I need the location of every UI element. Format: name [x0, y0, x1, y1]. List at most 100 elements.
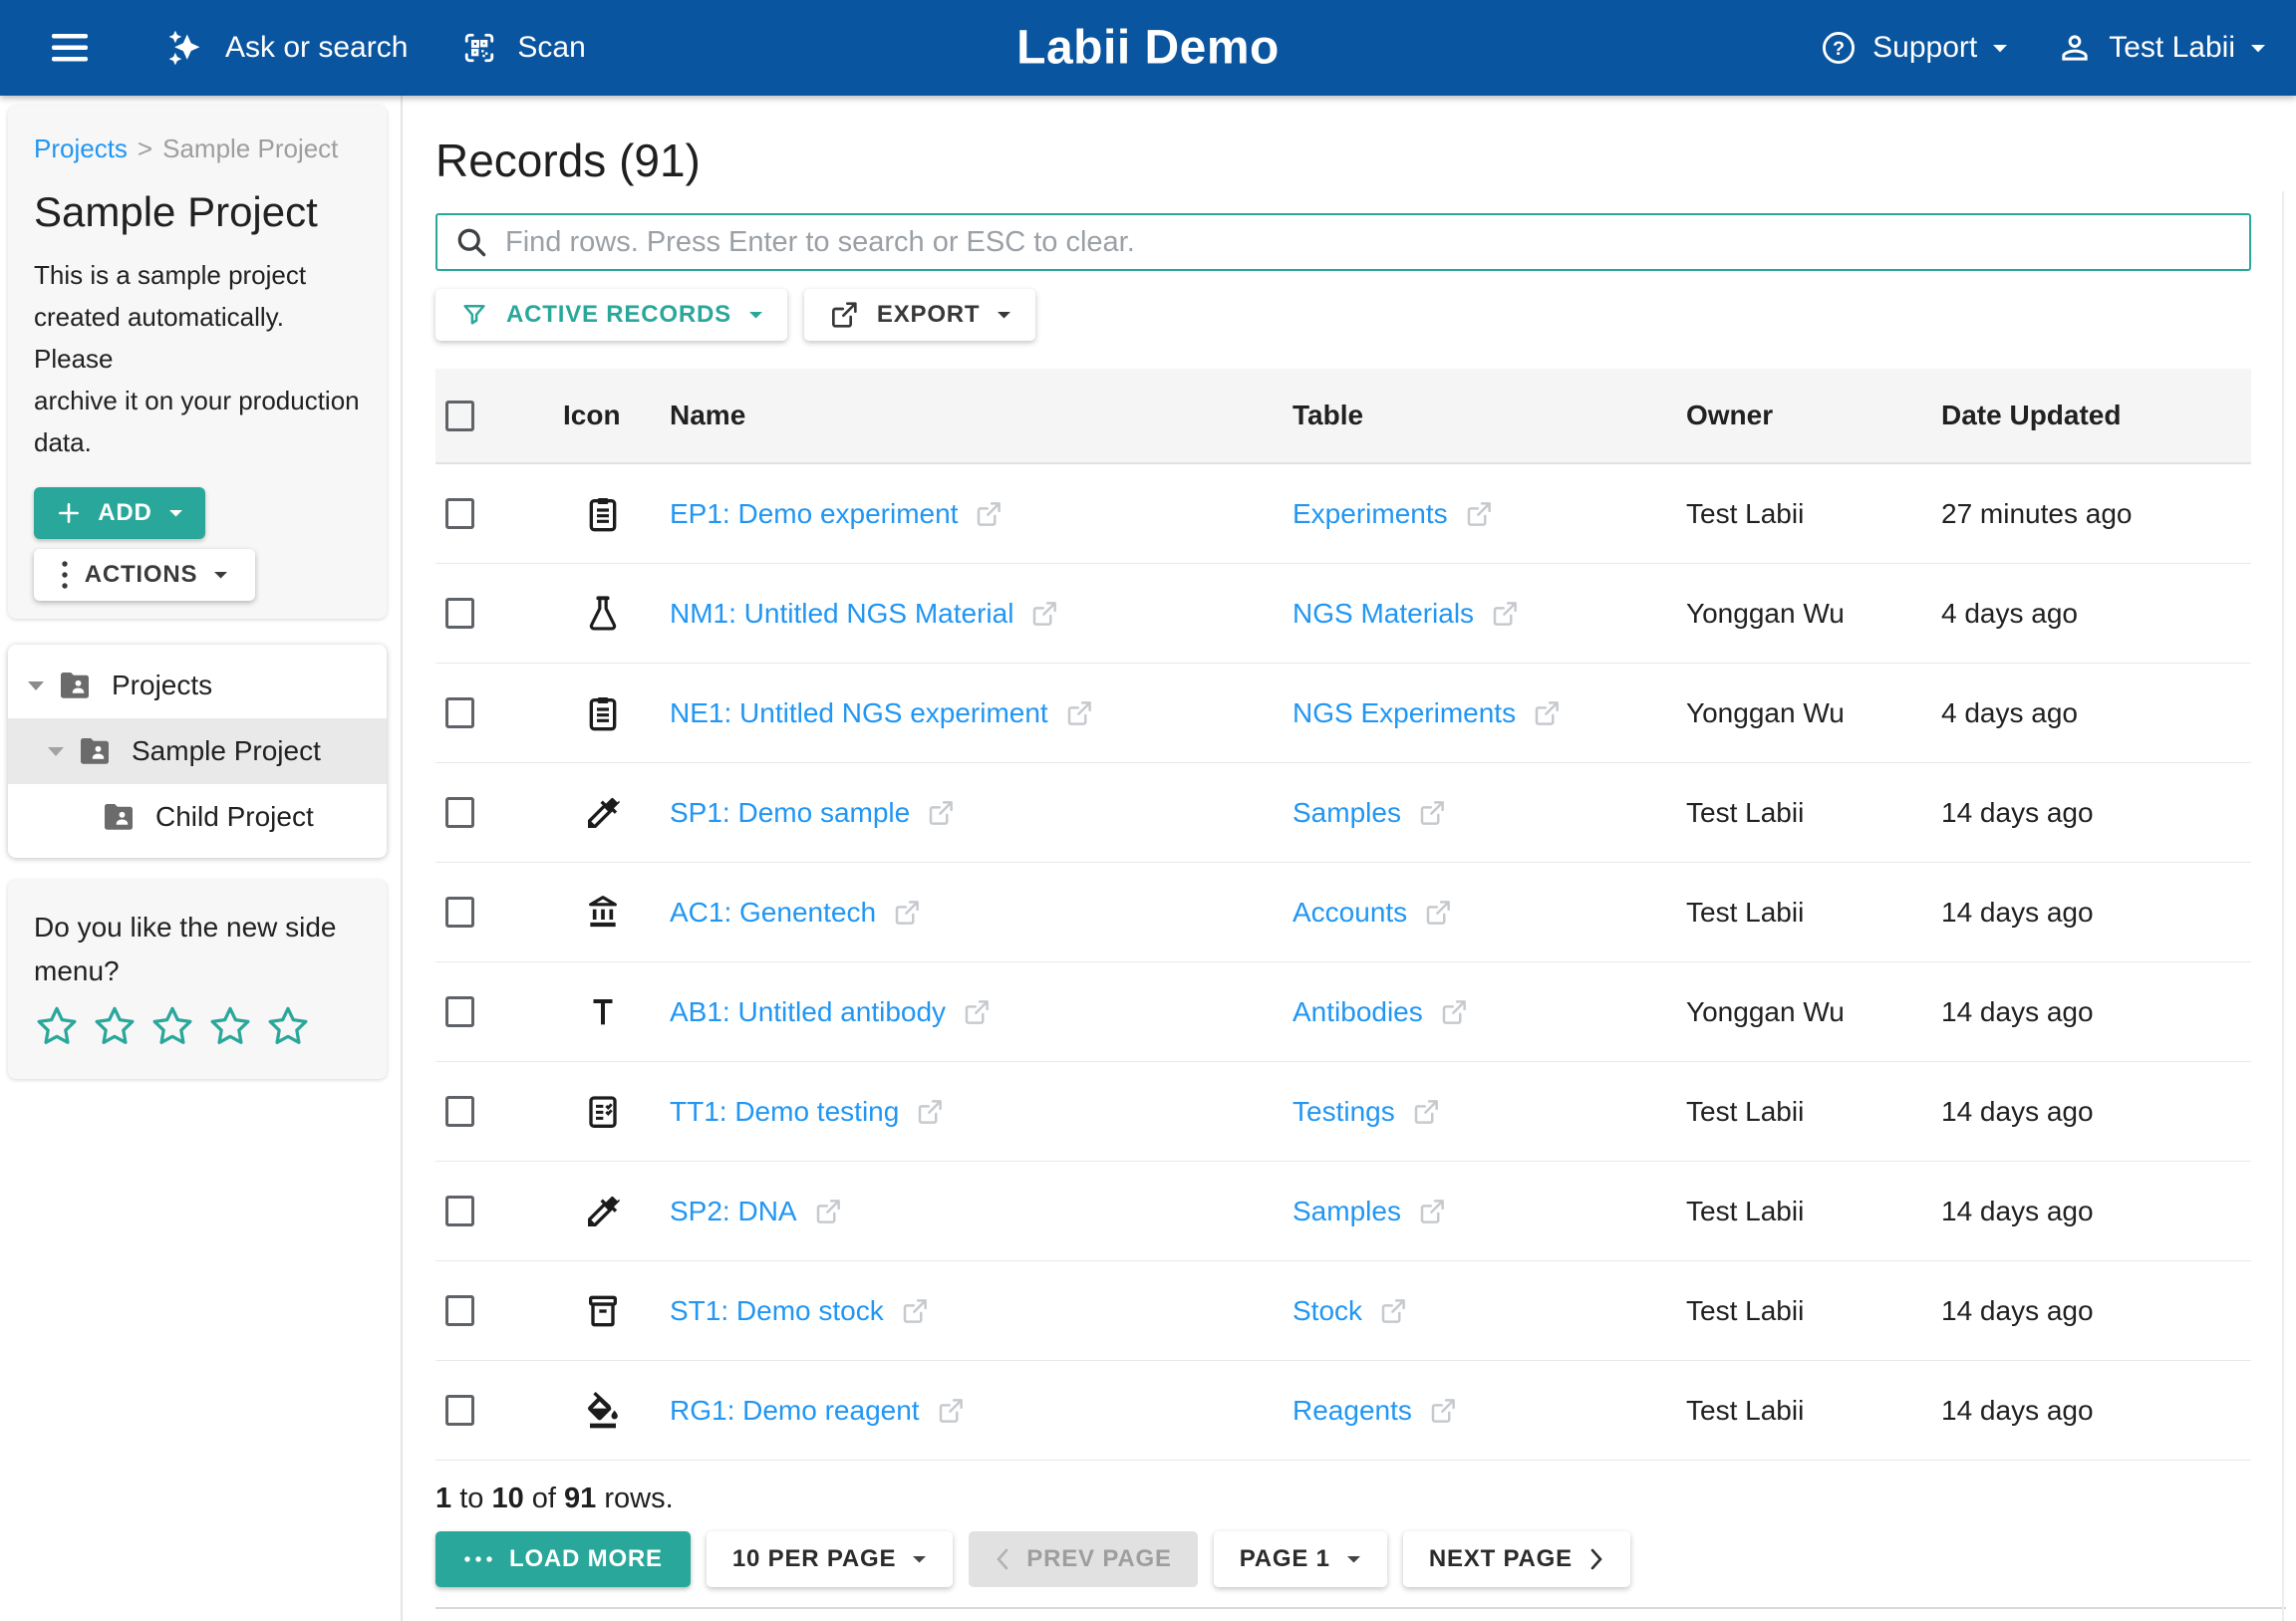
external-link-icon[interactable]: [1417, 798, 1447, 828]
row-checkbox[interactable]: [445, 996, 474, 1027]
user-menu-button[interactable]: Test Labii: [2056, 29, 2266, 67]
external-link-icon[interactable]: [1411, 1097, 1441, 1127]
external-link-icon[interactable]: [936, 1396, 966, 1426]
ask-or-search-button[interactable]: Ask or search: [167, 29, 408, 67]
shared-folder-icon: [58, 672, 92, 699]
table-row: SP2: DNA Samples Test Labii 14 days ago: [435, 1162, 2251, 1261]
record-name-link[interactable]: EP1: Demo experiment: [670, 497, 959, 529]
star-outline-icon[interactable]: [92, 1003, 138, 1049]
record-table-link[interactable]: Samples: [1292, 796, 1401, 828]
next-page-button[interactable]: NEXT PAGE: [1402, 1531, 1630, 1587]
scrollbar-track[interactable]: [2282, 191, 2284, 1621]
external-link-icon[interactable]: [1423, 898, 1453, 928]
external-link-icon[interactable]: [1378, 1296, 1408, 1326]
tree-item-sample-project[interactable]: Sample Project: [8, 718, 387, 784]
record-table-link[interactable]: Testings: [1292, 1095, 1395, 1127]
project-description-line: data.: [34, 427, 92, 457]
record-date-updated: 14 days ago: [1941, 1195, 2094, 1226]
star-outline-icon[interactable]: [265, 1003, 311, 1049]
clipboard-icon: [589, 497, 616, 531]
row-checkbox[interactable]: [445, 1395, 474, 1426]
caret-down-icon[interactable]: [46, 745, 66, 757]
row-checkbox[interactable]: [445, 1295, 474, 1326]
support-menu-button[interactable]: ? Support: [1820, 29, 2008, 67]
external-link-icon[interactable]: [915, 1097, 945, 1127]
export-button[interactable]: EXPORT: [803, 289, 1036, 341]
prev-page-button[interactable]: PREV PAGE: [969, 1531, 1198, 1587]
per-page-dropdown[interactable]: 10 PER PAGE: [706, 1531, 954, 1587]
actions-button[interactable]: ACTIONS: [34, 549, 255, 601]
record-table-link[interactable]: Experiments: [1292, 497, 1448, 529]
star-outline-icon[interactable]: [207, 1003, 253, 1049]
hamburger-icon: [52, 34, 88, 62]
tree-item-child-project[interactable]: Child Project: [8, 784, 387, 850]
record-table-link[interactable]: Stock: [1292, 1294, 1363, 1326]
search-input[interactable]: [505, 225, 2233, 259]
external-link-icon[interactable]: [1064, 698, 1094, 728]
record-name-link[interactable]: ST1: Demo stock: [670, 1294, 884, 1326]
row-checkbox[interactable]: [445, 598, 474, 629]
record-owner: Yonggan Wu: [1686, 696, 1845, 728]
external-link-icon[interactable]: [900, 1296, 930, 1326]
help-icon: ?: [1820, 29, 1858, 67]
record-name-link[interactable]: NE1: Untitled NGS experiment: [670, 696, 1048, 728]
external-link-icon[interactable]: [1428, 1396, 1458, 1426]
caret-down-icon[interactable]: [26, 679, 46, 691]
record-name-link[interactable]: AC1: Genentech: [670, 896, 877, 928]
main-content: Records (91) ACTIVE RECORDS: [403, 96, 2296, 1621]
tree-item-projects[interactable]: Projects: [8, 653, 387, 718]
row-checkbox[interactable]: [445, 1196, 474, 1226]
external-link-icon[interactable]: [926, 798, 956, 828]
breadcrumb-projects-link[interactable]: Projects: [34, 134, 128, 163]
shared-folder-icon: [102, 803, 136, 831]
record-table-link[interactable]: NGS Experiments: [1292, 696, 1517, 728]
record-name-link[interactable]: RG1: Demo reagent: [670, 1394, 920, 1426]
app-title: Labii Demo: [1016, 21, 1280, 75]
select-all-checkbox[interactable]: [445, 400, 474, 431]
star-outline-icon[interactable]: [149, 1003, 195, 1049]
external-link-icon[interactable]: [1439, 997, 1469, 1027]
load-more-button[interactable]: LOAD MORE: [435, 1531, 691, 1587]
hamburger-menu-button[interactable]: [52, 34, 88, 62]
record-table-link[interactable]: Samples: [1292, 1195, 1401, 1226]
external-link-icon[interactable]: [1532, 698, 1562, 728]
star-outline-icon[interactable]: [34, 1003, 80, 1049]
record-name-link[interactable]: SP1: Demo sample: [670, 796, 911, 828]
record-table-link[interactable]: Accounts: [1292, 896, 1408, 928]
external-link-icon[interactable]: [1417, 1197, 1447, 1226]
star-rating[interactable]: [34, 1003, 361, 1049]
filter-active-records-button[interactable]: ACTIVE RECORDS: [435, 289, 787, 341]
record-type-icon-cell: [535, 1191, 670, 1232]
record-name-link[interactable]: SP2: DNA: [670, 1195, 797, 1226]
record-table-link[interactable]: NGS Materials: [1292, 597, 1475, 629]
prev-page-label: PREV PAGE: [1026, 1545, 1172, 1572]
row-checkbox[interactable]: [445, 797, 474, 828]
caret-down-icon: [168, 509, 183, 517]
external-link-icon[interactable]: [1464, 499, 1494, 529]
row-checkbox[interactable]: [445, 697, 474, 728]
record-name-link[interactable]: NM1: Untitled NGS Material: [670, 597, 1014, 629]
external-link-icon[interactable]: [1490, 599, 1520, 629]
flask-icon: [589, 595, 616, 630]
add-button[interactable]: ADD: [34, 487, 205, 539]
feedback-question: Do you like the new side menu?: [34, 912, 337, 986]
record-table-link[interactable]: Reagents: [1292, 1394, 1412, 1426]
external-link-icon[interactable]: [813, 1197, 843, 1226]
record-name-link[interactable]: TT1: Demo testing: [670, 1095, 900, 1127]
scan-button[interactable]: Scan: [461, 30, 586, 66]
table-row: SP1: Demo sample Samples Test Labii 14 days…: [435, 763, 2251, 863]
support-label: Support: [1872, 31, 1978, 64]
external-link-icon[interactable]: [1029, 599, 1059, 629]
record-name-link[interactable]: AB1: Untitled antibody: [670, 995, 947, 1027]
column-header-owner: Owner: [1686, 400, 1774, 430]
external-link-icon[interactable]: [974, 499, 1004, 529]
row-checkbox[interactable]: [445, 897, 474, 928]
page-dropdown[interactable]: PAGE 1: [1213, 1531, 1387, 1587]
row-checkbox[interactable]: [445, 1096, 474, 1127]
row-checkbox[interactable]: [445, 498, 474, 529]
sparkle-icon: [167, 29, 205, 67]
external-link-icon[interactable]: [892, 898, 922, 928]
record-table-link[interactable]: Antibodies: [1292, 995, 1423, 1027]
external-link-icon[interactable]: [962, 997, 992, 1027]
plus-icon: [56, 500, 82, 526]
